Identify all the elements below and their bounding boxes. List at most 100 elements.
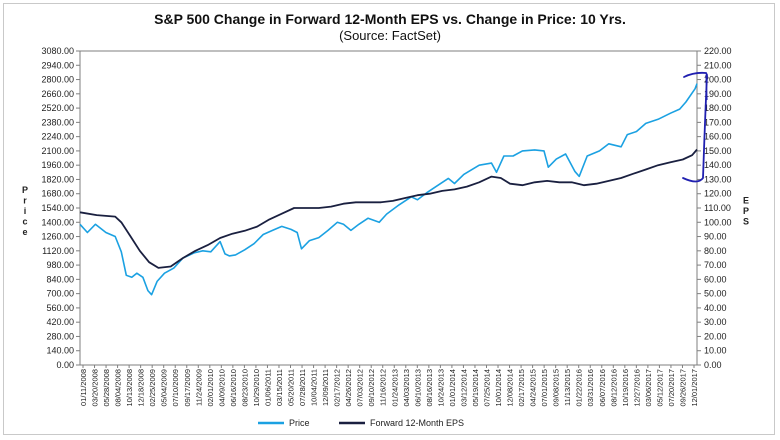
left-axis-tick-label: 2100.00 (41, 146, 74, 156)
x-axis-tick-label: 04/26/2012 (344, 369, 353, 407)
x-axis-tick-label: 01/01/2014 (448, 369, 457, 407)
x-axis-tick-label: 03/31/2016 (586, 369, 595, 407)
right-axis-tick-label: 10.00 (704, 346, 727, 356)
left-axis-title: e (22, 227, 27, 237)
left-axis-tick-label: 560.00 (46, 303, 74, 313)
x-axis-tick-label: 12/27/2016 (632, 369, 641, 407)
left-axis-tick-label: 1680.00 (41, 189, 74, 199)
hand-drawn-bracket-stroke (705, 74, 708, 101)
right-axis-tick-label: 70.00 (704, 260, 727, 270)
right-axis-tick-label: 150.00 (704, 146, 732, 156)
x-axis-tick-label: 07/20/2017 (667, 369, 676, 407)
left-axis-title: r (23, 196, 27, 206)
right-axis-tick-label: 0.00 (704, 360, 722, 370)
left-axis-tick-label: 2660.00 (41, 89, 74, 99)
x-axis-tick-label: 01/11/2008 (79, 369, 88, 406)
left-axis-tick-label: 2380.00 (41, 117, 74, 127)
x-axis-tick-label: 03/12/2014 (459, 369, 468, 407)
x-axis-tick-label: 01/24/2013 (390, 369, 399, 407)
x-axis-tick-label: 08/23/2010 (240, 369, 249, 407)
x-axis-tick-label: 07/01/2015 (540, 369, 549, 407)
chart-subtitle: (Source: FactSet) (339, 28, 441, 43)
left-axis-tick-label: 2520.00 (41, 103, 74, 113)
x-axis-tick-label: 07/03/2012 (356, 369, 365, 407)
x-axis-tick-label: 07/10/2009 (171, 369, 180, 407)
x-axis-tick-label: 03/20/2008 (91, 369, 100, 407)
x-axis-tick-label: 10/19/2016 (621, 369, 630, 407)
chart-title: S&P 500 Change in Forward 12-Month EPS v… (154, 11, 626, 27)
legend-label-eps: Forward 12-Month EPS (370, 418, 464, 428)
x-axis-tick-label: 12/08/2014 (506, 369, 515, 407)
legend-label-price: Price (289, 418, 310, 428)
x-axis-tick-label: 01/22/2016 (575, 369, 584, 407)
x-axis-tick-label: 03/06/2017 (644, 369, 653, 407)
left-axis-tick-label: 280.00 (46, 331, 74, 341)
x-axis-tick-label: 05/28/2008 (102, 369, 111, 407)
x-axis-tick-label: 04/09/2010 (217, 369, 226, 407)
left-axis-tick-label: 0.00 (56, 360, 74, 370)
x-axis-tick-label: 09/08/2015 (552, 369, 561, 407)
right-axis-tick-label: 120.00 (704, 189, 732, 199)
x-axis-tick-label: 10/01/2014 (494, 369, 503, 407)
x-axis-tick-label: 10/24/2013 (436, 369, 445, 407)
left-axis-tick-label: 1540.00 (41, 203, 74, 213)
left-axis-tick-label: 1120.00 (42, 246, 74, 256)
x-axis-tick-label: 02/17/2012 (333, 369, 342, 407)
x-axis-tick-label: 07/28/2011 (298, 369, 307, 406)
right-axis-tick-label: 220.00 (704, 46, 732, 56)
x-axis-tick-label: 11/13/2015 (563, 369, 572, 406)
x-axis-tick-label: 08/12/2016 (609, 369, 618, 407)
right-axis-tick-label: 90.00 (704, 232, 727, 242)
right-axis-title: P (743, 206, 749, 216)
left-axis-tick-label: 1400.00 (41, 217, 74, 227)
x-axis-tick-label: 03/15/2011 (275, 369, 284, 406)
chart-frame (3, 3, 775, 435)
eps-series-line (79, 148, 698, 269)
x-axis-tick-label: 11/16/2012 (379, 369, 388, 406)
left-axis-tick-label: 980.00 (46, 260, 74, 270)
x-axis-tick-label: 05/19/2014 (471, 369, 480, 407)
left-axis-title: P (22, 185, 28, 195)
x-axis-tick-label: 08/16/2013 (425, 369, 434, 407)
right-axis-tick-label: 180.00 (704, 103, 732, 113)
right-axis-title: E (743, 196, 749, 206)
x-axis-tick-label: 06/16/2010 (229, 369, 238, 407)
x-axis-tick-label: 01/06/2011 (263, 369, 272, 406)
x-axis-tick-label: 09/10/2012 (367, 369, 376, 407)
right-axis-tick-label: 50.00 (704, 289, 727, 299)
x-axis-tick-label: 04/03/2013 (402, 369, 411, 407)
x-axis-tick-label: 07/25/2014 (482, 369, 491, 407)
right-axis-tick-label: 20.00 (704, 331, 727, 341)
x-axis-tick-label: 02/25/2009 (148, 369, 157, 407)
left-axis-tick-label: 1820.00 (41, 174, 74, 184)
x-axis-tick-label: 12/01/2017 (690, 369, 699, 407)
left-axis-tick-label: 140.00 (46, 346, 74, 356)
x-axis-tick-label: 10/29/2010 (252, 369, 261, 407)
right-axis-tick-label: 140.00 (704, 160, 732, 170)
hand-drawn-bracket (682, 71, 708, 183)
right-axis-tick-label: 100.00 (704, 217, 732, 227)
x-axis-tick-label: 12/09/2011 (321, 369, 330, 406)
right-axis-tick-label: 110.00 (704, 203, 731, 213)
right-axis-title: S (743, 217, 749, 227)
x-axis-tick-label: 04/24/2015 (529, 369, 538, 407)
x-axis-tick-label: 08/04/2008 (114, 369, 123, 407)
x-axis-tick-label: 06/07/2016 (598, 369, 607, 407)
right-axis-tick-label: 160.00 (704, 132, 732, 142)
left-axis-tick-label: 1260.00 (41, 232, 74, 242)
right-axis-tick-label: 40.00 (704, 303, 727, 313)
x-axis-tick-label: 05/04/2009 (160, 369, 169, 407)
left-axis-tick-label: 1960.00 (41, 160, 74, 170)
left-axis-tick-label: 420.00 (46, 317, 74, 327)
x-axis-tick-label: 09/17/2009 (183, 369, 192, 407)
right-axis-tick-label: 170.00 (704, 117, 732, 127)
x-axis-tick-label: 09/26/2017 (678, 369, 687, 407)
x-axis-tick-label: 11/24/2009 (194, 369, 203, 406)
right-axis-tick-label: 190.00 (704, 89, 732, 99)
x-axis-tick-label: 05/12/2017 (655, 369, 664, 407)
right-axis-tick-label: 60.00 (704, 274, 727, 284)
left-axis-title: i (24, 206, 27, 216)
x-axis-tick-label: 05/20/2011 (287, 369, 296, 406)
left-axis-tick-label: 700.00 (46, 289, 74, 299)
